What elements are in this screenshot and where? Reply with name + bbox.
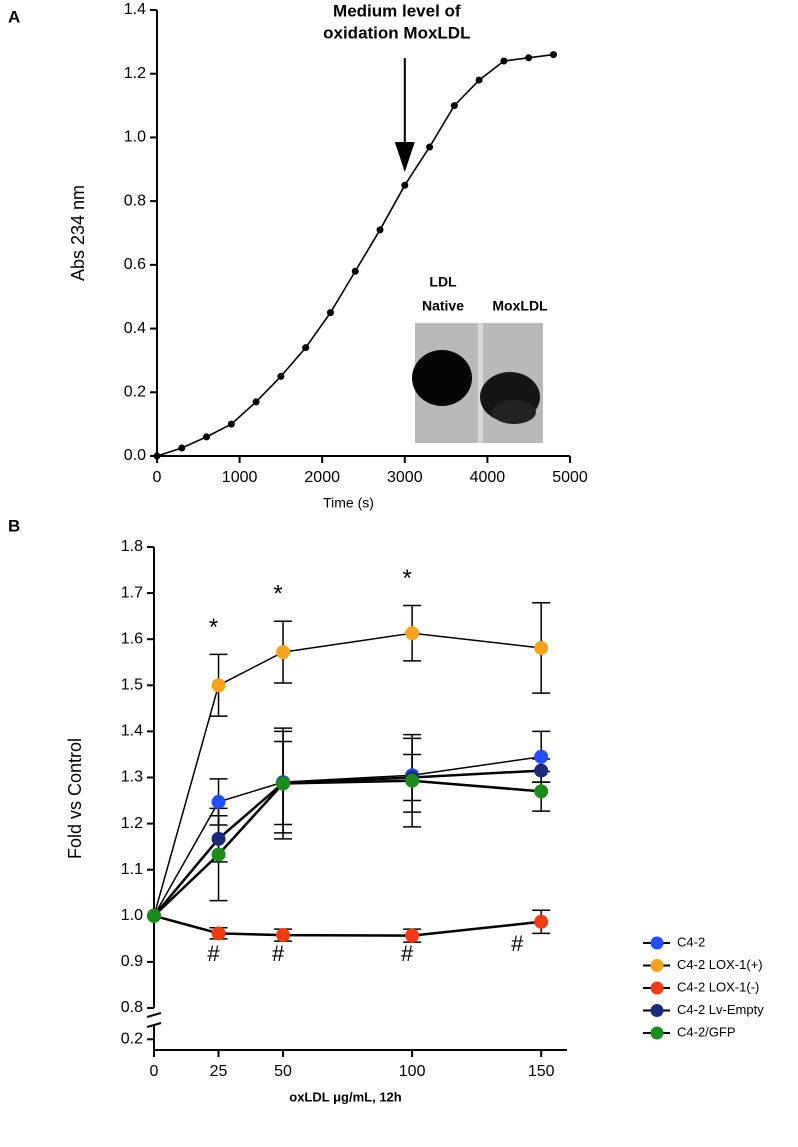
y-tick-label: 0.0 [124, 447, 146, 464]
y-tick-label: 1.0 [124, 129, 146, 146]
legend-label: C4-2 Lv-Empty [677, 1002, 764, 1017]
x-axis-label: Time (s) [323, 495, 374, 511]
data-point [147, 908, 161, 923]
x-tick-label: 3000 [387, 469, 423, 486]
inset-label: Native [422, 298, 464, 314]
inset-label: MoxLDL [492, 298, 548, 314]
data-point [302, 344, 310, 352]
axis-break [146, 1022, 162, 1028]
data-point [525, 54, 533, 62]
data-point [211, 847, 226, 862]
legend-marker [650, 981, 664, 995]
y-tick-label: 0.8 [124, 192, 146, 209]
x-tick-label: 50 [274, 1063, 292, 1080]
significance-mark: # [272, 941, 285, 966]
legend-marker [650, 1026, 664, 1040]
legend-marker [650, 1004, 664, 1017]
x-tick-label: 5000 [552, 469, 588, 486]
y-tick-label: 1.6 [121, 630, 143, 647]
legend-marker [650, 936, 664, 950]
y-tick-label: 0.2 [121, 1031, 143, 1048]
data-point [153, 452, 161, 460]
data-point [475, 76, 483, 84]
y-tick-label: 1.4 [124, 1, 146, 18]
x-axis-label: oxLDL μg/mL, 12h [289, 1089, 402, 1104]
y-tick-label: 0.6 [124, 256, 146, 273]
data-point [277, 372, 285, 380]
significance-mark: * [402, 565, 411, 592]
x-tick-label: 4000 [470, 469, 506, 486]
y-axis-label: Fold vs Control [65, 738, 85, 859]
significance-mark: * [273, 581, 282, 608]
x-tick-label: 1000 [222, 469, 258, 486]
data-point [351, 267, 359, 275]
annotation-arrowhead [394, 142, 415, 172]
data-point [401, 181, 409, 189]
y-tick-label: 0.9 [121, 953, 143, 970]
data-point [534, 763, 549, 778]
data-point [276, 776, 291, 791]
data-point [405, 928, 420, 943]
x-tick-label: 2000 [304, 469, 340, 486]
annotation: Medium level of [333, 1, 461, 20]
data-point [203, 433, 211, 441]
x-tick-label: 100 [399, 1063, 426, 1080]
y-tick-label: 0.2 [124, 384, 146, 401]
data-point [227, 420, 235, 428]
x-tick-label: 0 [150, 1063, 159, 1080]
y-tick-label: 1.4 [121, 723, 143, 740]
y-tick-label: 0.8 [121, 999, 143, 1016]
y-tick-label: 1.8 [121, 538, 143, 555]
significance-mark: # [401, 941, 414, 966]
legend-label: C4-2 LOX-1(-) [677, 979, 759, 994]
x-tick-label: 150 [528, 1063, 555, 1080]
y-tick-label: 1.1 [121, 861, 143, 878]
x-tick-label: 25 [210, 1063, 228, 1080]
data-point [405, 773, 420, 788]
data-point [534, 640, 549, 655]
axis-break [146, 1012, 162, 1018]
significance-mark: # [207, 941, 220, 966]
data-point [500, 57, 508, 65]
panel-label: A [8, 7, 20, 26]
x-tick-label: 0 [153, 469, 162, 486]
annotation: oxidation MoxLDL [323, 23, 470, 42]
data-point [211, 794, 226, 809]
series-line [153, 769, 542, 917]
data-point [211, 831, 226, 846]
data-point [534, 749, 549, 764]
data-point [326, 309, 334, 317]
y-axis-label: Abs 234 nm [68, 185, 88, 281]
significance-mark: * [209, 614, 218, 641]
y-tick-label: 1.5 [121, 677, 143, 694]
data-point [534, 914, 549, 929]
data-point [211, 926, 226, 941]
y-tick-label: 0.4 [124, 320, 146, 337]
y-tick-label: 1.2 [124, 65, 146, 82]
y-tick-label: 1.3 [121, 769, 143, 786]
significance-mark: # [511, 931, 524, 956]
data-point [376, 226, 384, 234]
data-point [276, 928, 291, 943]
panel-label: B [8, 516, 20, 535]
data-point [450, 102, 458, 110]
data-point [426, 143, 434, 151]
legend-marker [650, 959, 664, 972]
y-tick-label: 1.7 [121, 584, 143, 601]
legend-label: C4-2 LOX-1(+) [677, 957, 763, 972]
y-tick-label: 1.0 [121, 907, 143, 924]
data-point [211, 678, 226, 693]
data-point [178, 444, 186, 452]
legend-label: C4-2/GFP [677, 1024, 736, 1039]
y-tick-label: 1.2 [121, 815, 143, 832]
inset-label: LDL [429, 274, 457, 290]
legend-label: C4-2 [677, 934, 705, 949]
data-point [252, 398, 260, 406]
data-point [405, 626, 420, 641]
data-point [276, 645, 291, 660]
data-point [534, 784, 549, 799]
data-point [549, 51, 557, 59]
western-blot-inset [412, 323, 543, 443]
